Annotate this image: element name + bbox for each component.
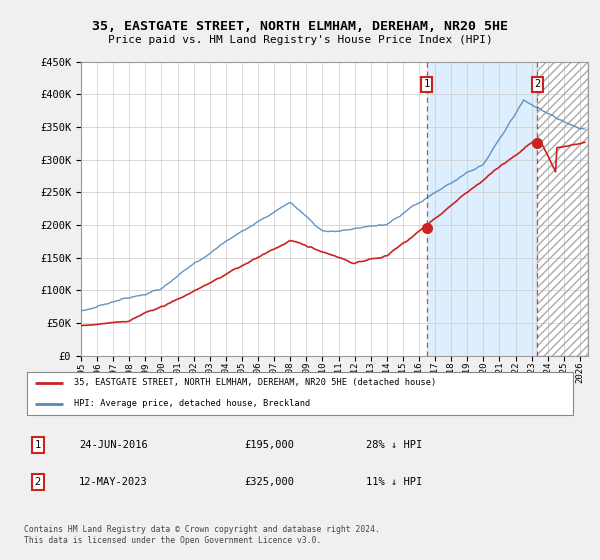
Text: 12-MAY-2023: 12-MAY-2023 [79,477,148,487]
Text: 35, EASTGATE STREET, NORTH ELMHAM, DEREHAM, NR20 5HE: 35, EASTGATE STREET, NORTH ELMHAM, DEREH… [92,20,508,32]
Text: Price paid vs. HM Land Registry's House Price Index (HPI): Price paid vs. HM Land Registry's House … [107,35,493,45]
Text: £325,000: £325,000 [245,477,295,487]
Bar [538,62,588,356]
Text: 2: 2 [535,80,541,90]
Text: HPI: Average price, detached house, Breckland: HPI: Average price, detached house, Brec… [74,399,310,408]
Text: 11% ↓ HPI: 11% ↓ HPI [366,477,422,487]
Text: 28% ↓ HPI: 28% ↓ HPI [366,440,422,450]
Text: 1: 1 [35,440,41,450]
Text: 1: 1 [424,80,430,90]
Text: 24-JUN-2016: 24-JUN-2016 [79,440,148,450]
Text: 2: 2 [35,477,41,487]
Bar [538,62,588,356]
FancyBboxPatch shape [27,371,573,416]
Text: Contains HM Land Registry data © Crown copyright and database right 2024.
This d: Contains HM Land Registry data © Crown c… [24,525,380,545]
Text: £195,000: £195,000 [245,440,295,450]
Text: 35, EASTGATE STREET, NORTH ELMHAM, DEREHAM, NR20 5HE (detached house): 35, EASTGATE STREET, NORTH ELMHAM, DEREH… [74,379,436,388]
Bar [427,62,538,356]
